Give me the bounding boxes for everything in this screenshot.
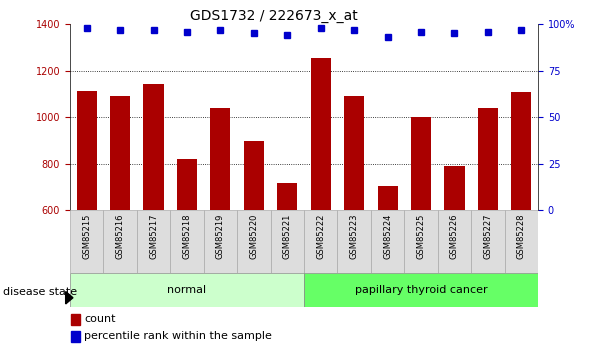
Bar [71, 314, 80, 325]
Text: GSM85221: GSM85221 [283, 214, 292, 259]
Text: GSM85218: GSM85218 [182, 214, 192, 259]
Bar [378, 186, 398, 210]
Bar [110, 96, 130, 210]
Bar [304, 210, 337, 273]
Bar [204, 210, 237, 273]
Text: GSM85226: GSM85226 [450, 214, 459, 259]
Text: GSM85219: GSM85219 [216, 214, 225, 259]
Bar [210, 108, 230, 210]
Bar [404, 210, 438, 273]
Text: GSM85220: GSM85220 [249, 214, 258, 259]
Bar [311, 58, 331, 210]
Text: GSM85228: GSM85228 [517, 214, 526, 259]
Bar [304, 273, 538, 307]
Text: GSM85224: GSM85224 [383, 214, 392, 259]
Bar [271, 210, 304, 273]
Bar [143, 83, 164, 210]
Bar [471, 210, 505, 273]
Bar [177, 159, 197, 210]
Text: count: count [84, 315, 116, 324]
Bar [77, 90, 97, 210]
Text: papillary thyroid cancer: papillary thyroid cancer [354, 285, 488, 295]
Bar [277, 183, 297, 210]
Bar [411, 117, 431, 210]
Bar [103, 210, 137, 273]
Bar [71, 331, 80, 342]
Text: GSM85215: GSM85215 [82, 214, 91, 259]
Text: percentile rank within the sample: percentile rank within the sample [84, 331, 272, 341]
Text: GSM85223: GSM85223 [350, 214, 359, 259]
Bar [438, 210, 471, 273]
Text: normal: normal [167, 285, 207, 295]
Text: GSM85216: GSM85216 [116, 214, 125, 259]
Bar [70, 210, 103, 273]
Bar [344, 96, 364, 210]
Bar [371, 210, 404, 273]
Text: GSM85222: GSM85222 [316, 214, 325, 259]
Bar [244, 141, 264, 210]
Bar [478, 108, 498, 210]
Text: GDS1732 / 222673_x_at: GDS1732 / 222673_x_at [190, 9, 358, 23]
Bar [505, 210, 538, 273]
Text: disease state: disease state [3, 287, 77, 296]
Bar [337, 210, 371, 273]
Bar [170, 210, 204, 273]
Bar [444, 166, 465, 210]
Text: GSM85225: GSM85225 [416, 214, 426, 259]
Text: GSM85217: GSM85217 [149, 214, 158, 259]
Bar [237, 210, 271, 273]
Bar [70, 273, 304, 307]
Polygon shape [66, 292, 73, 304]
Bar [511, 92, 531, 210]
Text: GSM85227: GSM85227 [483, 214, 492, 259]
Bar [137, 210, 170, 273]
